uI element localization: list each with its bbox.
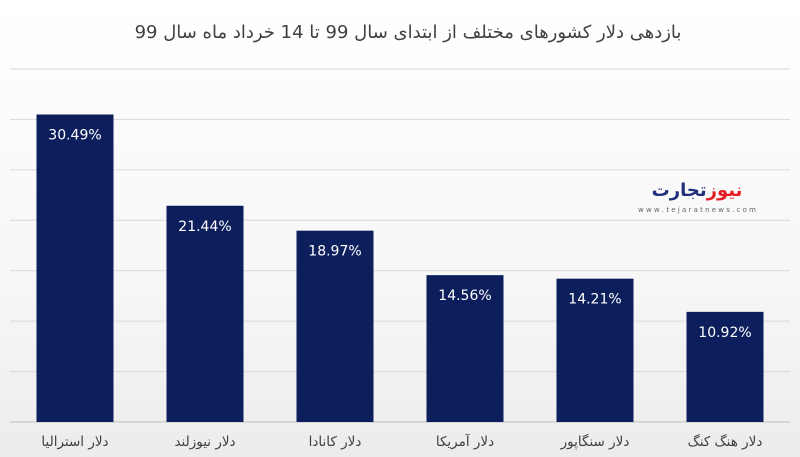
value-label: 21.44%	[178, 219, 231, 235]
gridlines	[10, 68, 790, 423]
chart-title: بازدهی دلار کشورهای مختلف از ابتدای سال …	[135, 22, 682, 43]
bar	[296, 230, 374, 422]
bar	[686, 311, 764, 422]
watermark-logo: نیوزتجارت w w w . t e j a r a t n e w s …	[638, 180, 756, 214]
bar	[556, 278, 634, 422]
category-label: دلار کانادا	[309, 434, 362, 450]
value-label: 10.92%	[698, 325, 751, 341]
category-label: دلار سنگاپور	[560, 433, 630, 450]
value-label: 30.49%	[48, 127, 101, 143]
bar	[426, 275, 504, 422]
bar	[36, 114, 114, 422]
category-label: دلار استرالیا	[41, 434, 108, 450]
category-label: دلار آمریکا	[436, 433, 494, 450]
value-labels: 30.49% 21.44% 18.97% 14.56% 14.21% 10.92%	[48, 127, 751, 340]
watermark-brand-part2: نیوز	[706, 180, 743, 201]
watermark-brand: نیوزتجارت	[652, 180, 743, 201]
watermark-brand-part1: تجارت	[652, 180, 707, 201]
bar	[166, 205, 244, 422]
category-label: دلار هنگ کنگ	[688, 434, 763, 450]
category-labels: دلار استرالیا دلار نیوزلند دلار کانادا دلار…	[41, 433, 762, 450]
watermark-url: w w w . t e j a r a t n e w s . c o m	[638, 206, 756, 214]
value-label: 14.21%	[568, 292, 621, 308]
value-label: 18.97%	[308, 244, 361, 260]
category-label: دلار نیوزلند	[174, 434, 235, 450]
value-label: 14.56%	[438, 288, 491, 304]
bars	[36, 114, 764, 422]
